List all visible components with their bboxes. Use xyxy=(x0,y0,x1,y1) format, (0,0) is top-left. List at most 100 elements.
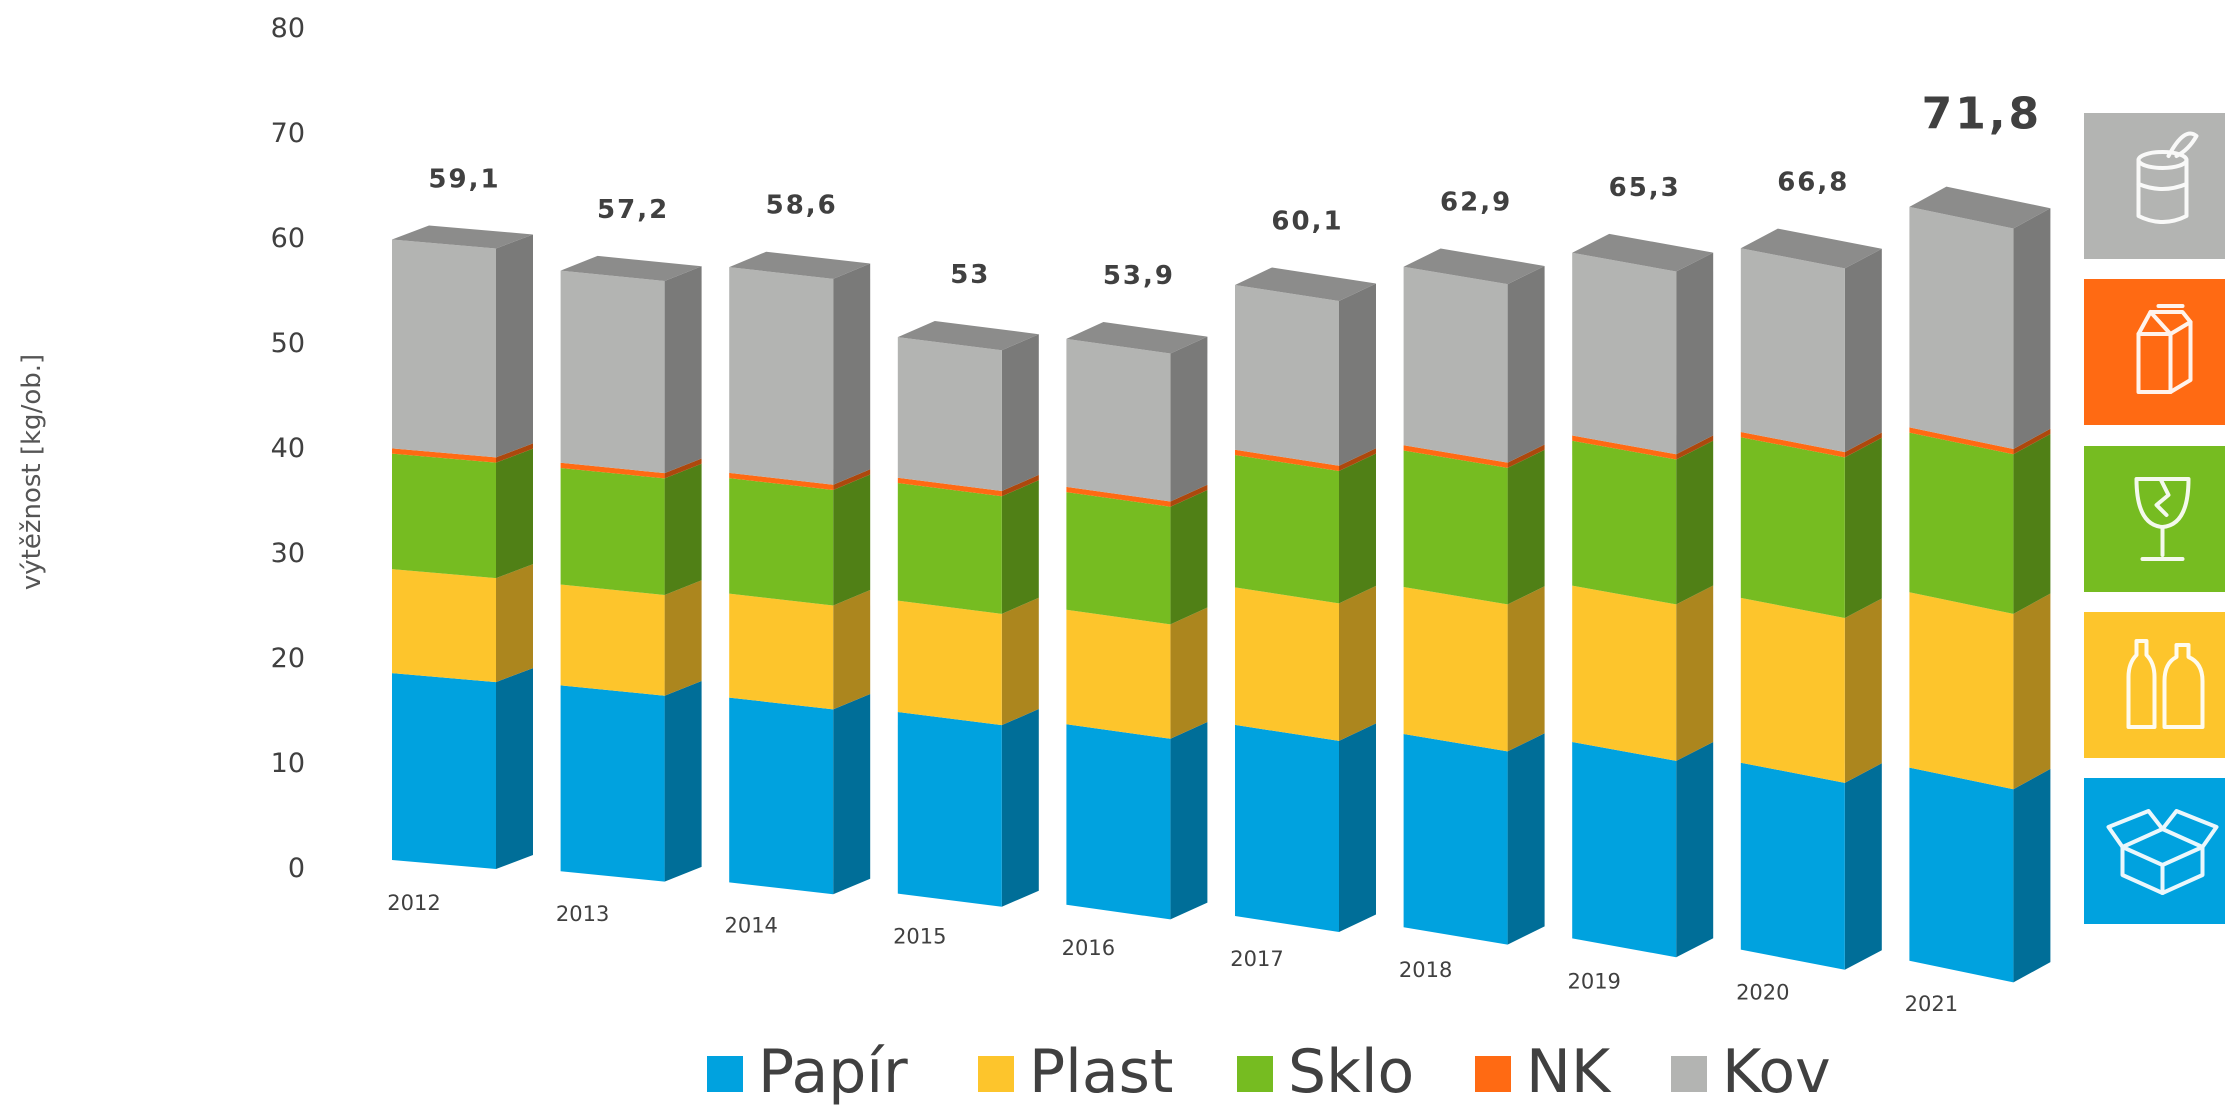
paper-box-icon-glyph xyxy=(2106,809,2219,895)
legend: Papír Plast Sklo NK Kov xyxy=(707,1037,1831,1107)
legend-label: Sklo xyxy=(1288,1037,1414,1106)
bar-2021 xyxy=(1909,186,2051,983)
bar-segment-sklo-2013-side xyxy=(664,463,702,595)
bar-segment-papir-2013 xyxy=(560,685,665,882)
legend-item-papir: Papír xyxy=(707,1037,908,1107)
x-tick-label: 2017 xyxy=(1230,947,1283,971)
bar-segment-kov-2021-side xyxy=(2013,208,2051,449)
beverage-carton-icon-glyph xyxy=(2136,304,2193,394)
bar-segment-plast-2015-side xyxy=(1001,597,1039,726)
bar-segment-papir-2018-side xyxy=(1507,733,1545,945)
bar-segment-nk-2012-side xyxy=(496,443,533,463)
bar-segment-kov-2014 xyxy=(729,267,834,485)
x-tick-label: 2013 xyxy=(556,902,609,926)
metal-can-icon xyxy=(2084,113,2225,259)
bar-segment-kov-2020 xyxy=(1740,248,1845,453)
legend-item-nk: NK xyxy=(1475,1037,1612,1107)
bar-segment-plast-2020 xyxy=(1740,597,1845,783)
legend-label: Kov xyxy=(1722,1037,1831,1106)
total-label: 60,1 xyxy=(1271,206,1343,236)
bar-segment-kov-2018-side xyxy=(1507,265,1545,463)
bar-segment-plast-2016 xyxy=(1066,609,1171,739)
bar-segment-kov-2013 xyxy=(560,270,665,474)
bar-segment-nk-2016-side xyxy=(1170,484,1208,507)
plastic-bottles-icon xyxy=(2084,612,2225,758)
x-tick-label: 2020 xyxy=(1736,981,1789,1005)
bar-segment-kov-2012-side xyxy=(496,234,533,458)
bar-top-2015 xyxy=(897,321,1039,351)
bar-segment-papir-2015-side xyxy=(1001,709,1039,907)
bar-segment-sklo-2021-side xyxy=(2013,433,2051,614)
bar-2012 xyxy=(392,225,533,869)
legend-item-sklo: Sklo xyxy=(1237,1037,1414,1107)
bar-segment-plast-2021-side xyxy=(2013,593,2051,790)
x-tick-label: 2012 xyxy=(387,891,440,915)
bar-segment-kov-2017-side xyxy=(1339,283,1376,466)
bar-segment-plast-2012 xyxy=(392,569,496,683)
total-label: 57,2 xyxy=(597,195,669,225)
bar-2014 xyxy=(729,251,871,895)
icon-tile xyxy=(2084,113,2225,259)
legend-label: Plast xyxy=(1029,1037,1173,1106)
bar-segment-papir-2014 xyxy=(729,697,834,895)
bar-top-2019 xyxy=(1572,233,1714,272)
bar-top-2016 xyxy=(1066,322,1208,354)
bar-segment-nk-2013-side xyxy=(664,458,702,479)
x-axis-ticks: 2012 2013 2014 2015 2016 2017 2018 2019 2020 2021 xyxy=(387,891,1958,1016)
x-tick-label: 2014 xyxy=(724,913,777,937)
bar-segment-nk-2020 xyxy=(1740,431,1845,458)
bar-segment-kov-2017 xyxy=(1235,284,1339,466)
bar-segment-nk-2019-side xyxy=(1676,435,1714,460)
icon-tile xyxy=(2084,279,2225,425)
x-tick-label: 2021 xyxy=(1905,992,1958,1016)
y-tick-label: 40 xyxy=(271,433,305,464)
bar-segment-kov-2012 xyxy=(392,239,496,458)
y-tick-label: 50 xyxy=(271,328,305,359)
bar-top-2013 xyxy=(560,255,702,281)
total-label: 53 xyxy=(950,260,990,290)
legend-swatch xyxy=(1475,1056,1511,1092)
bar-segment-plast-2015 xyxy=(897,600,1002,726)
bar-segment-nk-2015 xyxy=(897,477,1002,497)
bar-segment-plast-2019-side xyxy=(1676,585,1714,761)
x-tick-label: 2016 xyxy=(1062,936,1115,960)
bar-top-2021 xyxy=(1909,186,2051,229)
legend-label: Papír xyxy=(758,1037,908,1106)
bar-segment-papir-2021 xyxy=(1909,767,2014,983)
bar-segment-nk-2018 xyxy=(1403,445,1508,468)
bar-segment-plast-2016-side xyxy=(1170,607,1208,739)
bar-segment-sklo-2015-side xyxy=(1001,480,1039,614)
bar-segment-papir-2013-side xyxy=(664,681,702,882)
bar-segment-kov-2018 xyxy=(1403,266,1508,463)
bar-segment-papir-2017-side xyxy=(1339,723,1376,932)
bar-segment-plast-2020-side xyxy=(1844,598,1882,783)
bar-segment-nk-2016 xyxy=(1066,486,1171,507)
bar-segment-sklo-2014-side xyxy=(833,474,871,606)
x-tick-label: 2018 xyxy=(1399,958,1452,982)
bar-segment-kov-2019 xyxy=(1572,252,1677,455)
y-tick-label: 20 xyxy=(271,643,305,674)
bar-segment-plast-2013-side xyxy=(664,580,702,696)
bar-segment-nk-2012 xyxy=(392,448,496,463)
y-axis-title-group: výtěžnost [kg/ob.] xyxy=(17,354,47,590)
bar-top-2020 xyxy=(1740,228,1882,269)
bar-segment-kov-2019-side xyxy=(1676,252,1714,455)
plastic-bottles-icon-glyph xyxy=(2126,639,2205,729)
bar-segment-papir-2012 xyxy=(392,673,496,869)
total-label: 59,1 xyxy=(428,164,500,194)
bar-segment-sklo-2019-side xyxy=(1676,440,1714,605)
bar-2015 xyxy=(897,321,1039,907)
metal-can-icon-glyph xyxy=(2136,131,2199,224)
bar-segment-papir-2019 xyxy=(1572,742,1677,958)
y-tick-label: 70 xyxy=(271,118,305,149)
bar-segment-nk-2014 xyxy=(729,472,834,490)
bar-segment-papir-2012-side xyxy=(496,668,533,869)
bar-segment-sklo-2019 xyxy=(1572,440,1677,605)
bar-segment-sklo-2018 xyxy=(1403,450,1508,605)
legend-swatch xyxy=(707,1056,743,1092)
y-tick-label: 60 xyxy=(271,223,305,254)
paper-box-icon xyxy=(2084,778,2225,924)
bar-segment-sklo-2012-side xyxy=(496,448,533,579)
bar-segment-sklo-2018-side xyxy=(1507,449,1545,605)
